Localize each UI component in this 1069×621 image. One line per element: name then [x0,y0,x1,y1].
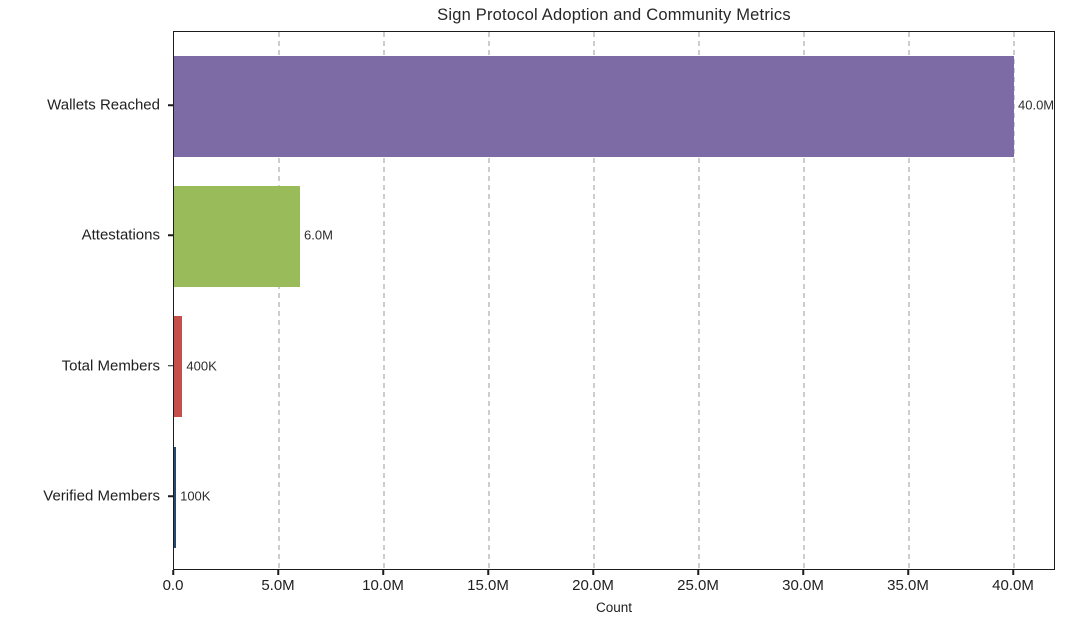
x-tick-label: 35.0M [887,577,929,594]
x-tick-label: 5.0M [261,577,295,594]
gridline [383,32,385,569]
y-tick-mark [168,364,173,367]
gridline [803,32,805,569]
x-tick-label: 20.0M [572,577,614,594]
gridline [698,32,700,569]
x-tick-mark [907,570,909,575]
gridline [278,32,280,569]
x-tick-mark [382,570,384,575]
x-tick-mark [277,570,279,575]
bar-attestations [174,185,300,287]
bar-verified-members [174,446,177,548]
x-tick-mark [1012,570,1014,575]
x-tick-mark [172,570,174,575]
x-tick-label: 40.0M [992,577,1034,594]
x-axis-label: Count [595,600,633,615]
bar-wallets-reached [174,55,1014,157]
y-tick-label: Wallets Reached [47,96,160,114]
plot-area [173,31,1055,570]
bar-total-members [174,316,183,418]
bar-value-label: 100K [180,488,211,504]
x-tick-label: 30.0M [782,577,824,594]
gridline [908,32,910,569]
bar-value-label: 400K [186,358,217,374]
x-tick-label: 15.0M [467,577,509,594]
x-tick-label: 25.0M [677,577,719,594]
gridline [1013,32,1015,569]
y-tick-mark [168,104,173,106]
bar-value-label: 6.0M [304,227,333,243]
gridline [593,32,595,569]
chart-title: Sign Protocol Adoption and Community Met… [437,6,791,24]
x-tick-label: 0.0 [162,577,184,594]
bar-value-label: 40.0M [1018,97,1055,113]
x-tick-label: 10.0M [362,577,404,594]
y-tick-label: Attestations [81,226,160,244]
x-tick-mark [802,570,804,575]
x-tick-mark [487,570,489,575]
y-tick-mark [168,495,173,497]
y-tick-label: Total Members [61,357,160,375]
y-tick-label: Verified Members [43,487,160,505]
y-tick-mark [168,234,173,237]
gridline [488,32,490,569]
x-tick-mark [697,570,699,575]
x-tick-mark [592,570,594,575]
